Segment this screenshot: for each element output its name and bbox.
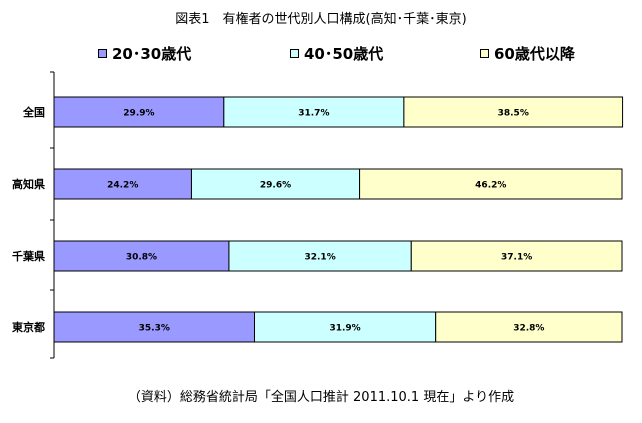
chart-title: 図表1 有権者の世代別人口構成(高知･千葉･東京) <box>175 12 467 27</box>
legend-swatch-series-2 <box>290 49 299 58</box>
data-label-4-3: 32.8% <box>513 324 544 334</box>
legend-swatch-series-1 <box>98 49 107 58</box>
bar-segment-4-3 <box>435 311 623 343</box>
data-label-1-3: 38.5% <box>498 109 529 119</box>
data-label-1-1: 29.9% <box>123 109 154 119</box>
legend-swatch-series-3 <box>480 49 489 58</box>
category-label-1: 全国 <box>22 105 45 119</box>
data-label-4-2: 31.9% <box>329 324 360 334</box>
bar-segment-3-2 <box>228 240 412 272</box>
legend-item-series-3: 60歳代以降 <box>480 43 575 64</box>
data-label-2-1: 24.2% <box>107 181 138 191</box>
data-label-3-2: 32.1% <box>304 253 335 263</box>
bar-segment-2-3 <box>359 168 623 200</box>
legend-label-series-3: 60歳代以降 <box>494 45 575 63</box>
legend-item-series-2: 40･50歳代 <box>290 43 383 64</box>
data-label-3-1: 30.8% <box>126 253 157 263</box>
data-label-2-2: 29.6% <box>260 181 291 191</box>
bar-segment-2-1 <box>53 168 192 200</box>
data-label-4-1: 35.3% <box>139 324 170 334</box>
legend-label-series-2: 40･50歳代 <box>304 45 384 63</box>
bar-segment-4-2 <box>254 311 437 343</box>
category-label-2: 高知県 <box>12 177 45 191</box>
bar-segment-1-2 <box>223 96 405 128</box>
category-label-4: 東京都 <box>12 320 45 334</box>
bar-segment-3-3 <box>410 240 623 272</box>
category-label-3: 千葉県 <box>12 249 45 263</box>
source-note: （資料）総務省統計局「全国人口推計 2011.10.1 現在」より作成 <box>127 390 515 405</box>
bar-segment-3-1 <box>53 240 230 272</box>
legend-item-series-1: 20･30歳代 <box>98 43 191 64</box>
bar-segment-1-3 <box>403 96 624 128</box>
data-label-2-3: 46.2% <box>475 181 506 191</box>
data-label-3-3: 37.1% <box>501 253 532 263</box>
bar-segment-2-2 <box>190 168 361 200</box>
legend: 20･30歳代 40･50歳代 60歳代以降 <box>0 43 642 63</box>
legend-label-series-1: 20･30歳代 <box>112 45 192 63</box>
bar-segment-1-1 <box>53 96 225 128</box>
data-label-1-2: 31.7% <box>298 109 329 119</box>
